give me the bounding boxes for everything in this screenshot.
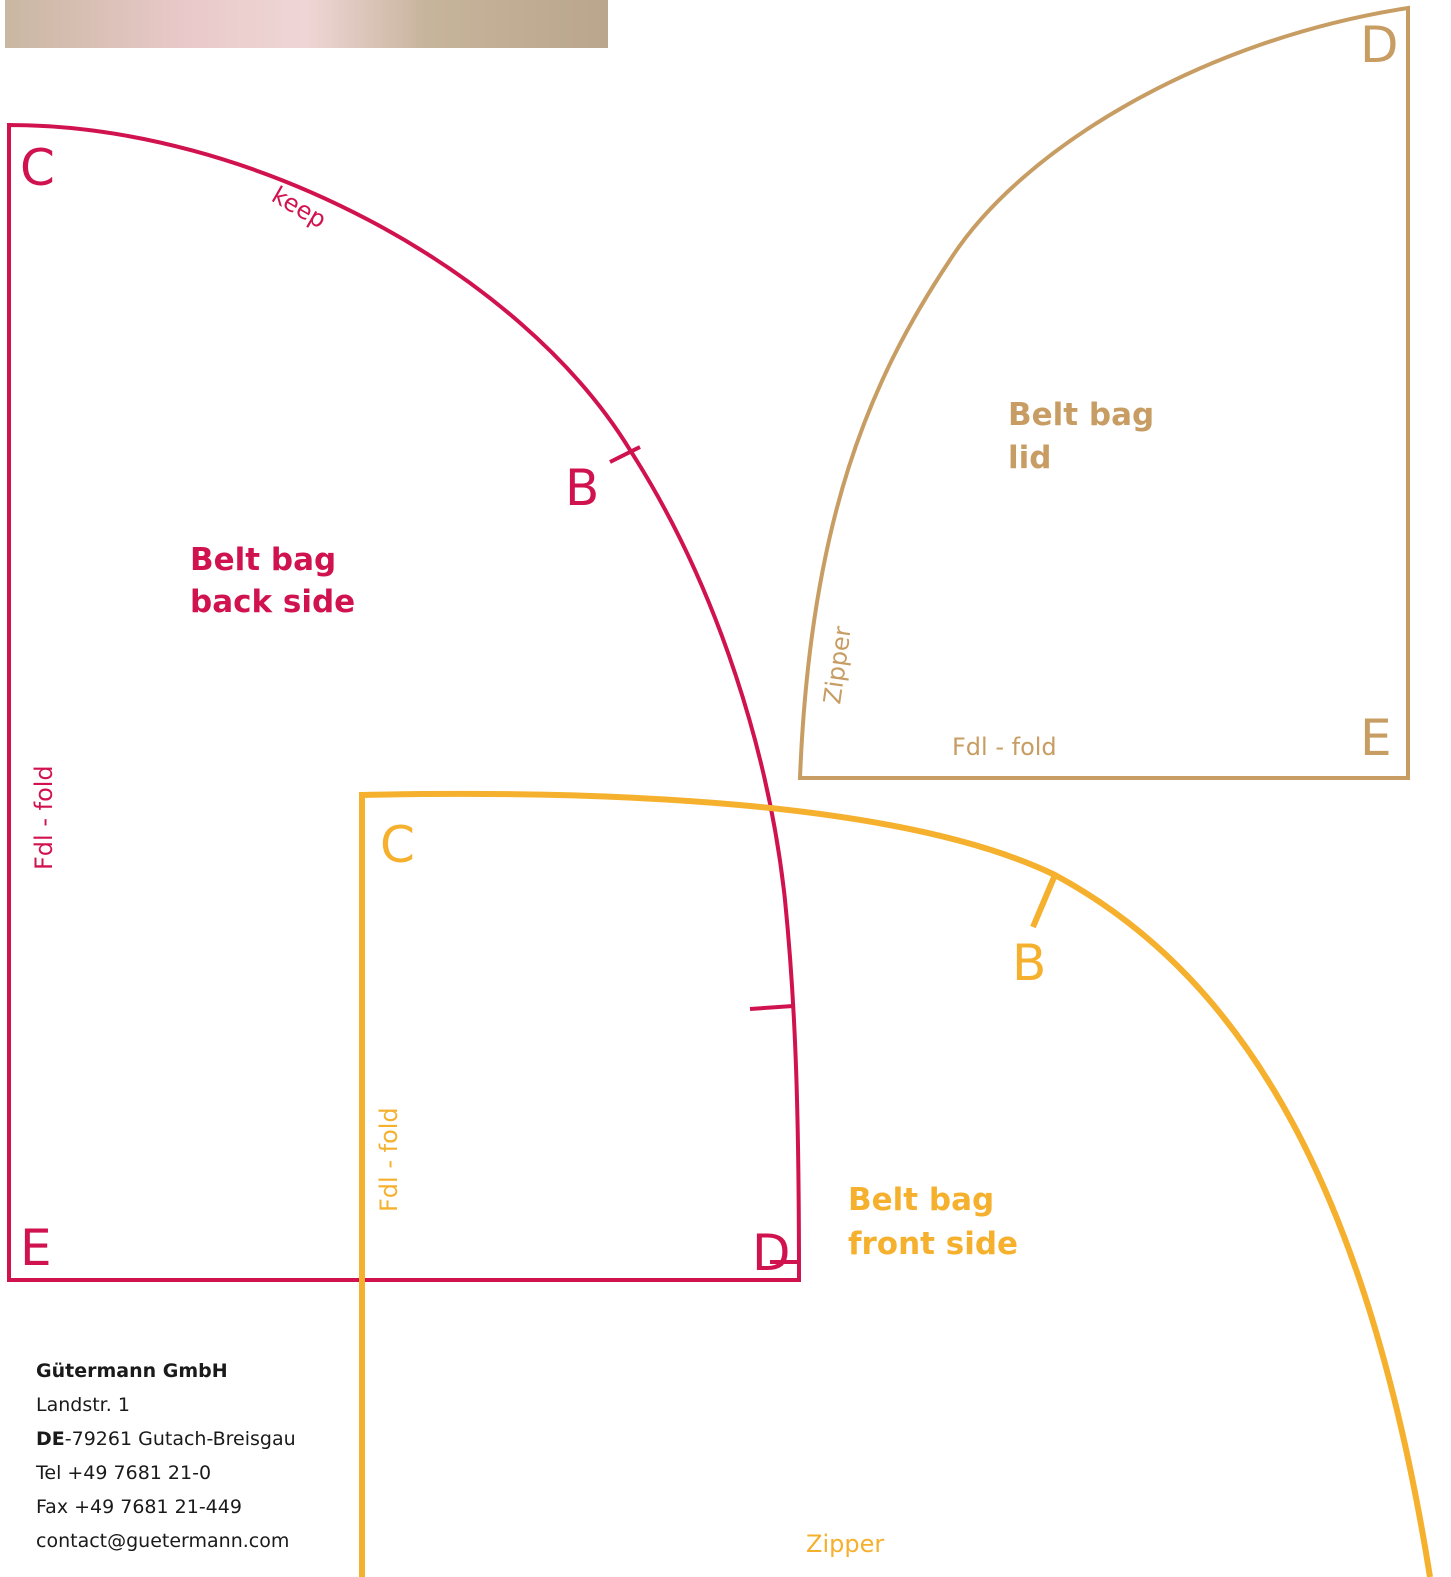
city-line: DE-79261 Gutach-Breisgau xyxy=(36,1428,296,1450)
piece-title: Belt bag xyxy=(190,542,336,578)
edge-label: Fdl - fold xyxy=(375,1107,403,1212)
notch xyxy=(1033,875,1055,927)
piece-title: Belt bag xyxy=(848,1182,994,1218)
notch xyxy=(750,1006,793,1009)
email: contact@guetermann.com xyxy=(36,1530,289,1552)
piece-title: Belt bag xyxy=(1008,397,1154,433)
tel: Tel +49 7681 21-0 xyxy=(35,1462,211,1484)
country: DE xyxy=(36,1428,65,1450)
piece-title: back side xyxy=(190,584,355,620)
piece-title: front side xyxy=(848,1226,1018,1262)
edge-label: Zipper xyxy=(806,1530,884,1558)
mark-d: D xyxy=(752,1224,791,1282)
photo xyxy=(5,0,608,48)
street: Landstr. 1 xyxy=(36,1394,130,1416)
lid-piece-outline xyxy=(800,8,1408,778)
mark-c: C xyxy=(380,816,415,874)
fax: Fax +49 7681 21-449 xyxy=(36,1496,242,1518)
pattern-sheet: C keep B Belt bag back side Fdl - fold E… xyxy=(0,0,1451,1577)
back-piece-outline xyxy=(9,125,799,1280)
mark-e: E xyxy=(20,1219,52,1277)
company: Gütermann GmbH xyxy=(36,1360,228,1382)
city: -79261 Gutach-Breisgau xyxy=(65,1428,296,1450)
mark-b: B xyxy=(1012,934,1046,992)
mark-b: B xyxy=(565,459,599,517)
edge-label: Fdl - fold xyxy=(30,765,58,870)
edge-label: Zipper xyxy=(818,624,857,705)
edge-label: Fdl - fold xyxy=(952,733,1057,761)
mark-d: D xyxy=(1360,16,1399,74)
mark-c: C xyxy=(20,139,55,197)
mark-e: E xyxy=(1360,709,1392,767)
piece-title: lid xyxy=(1008,440,1051,476)
